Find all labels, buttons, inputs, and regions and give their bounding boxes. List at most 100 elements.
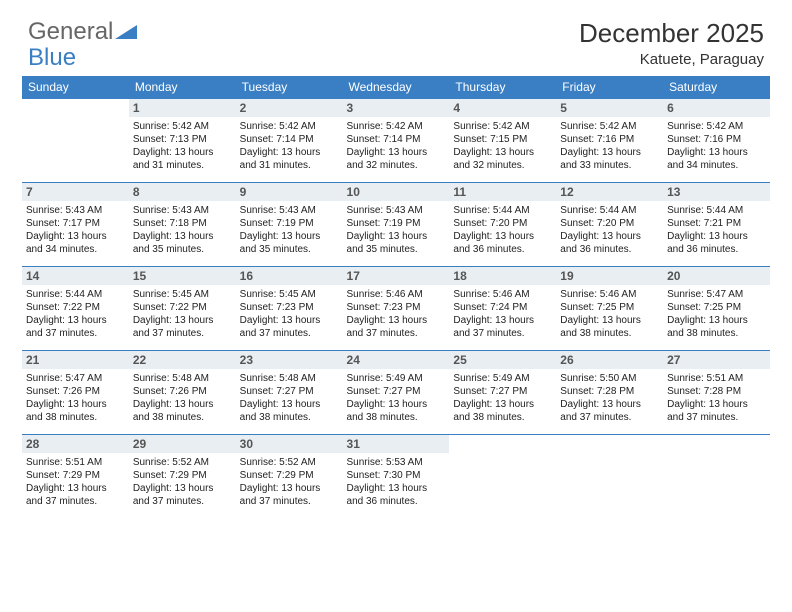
calendar-cell: 20Sunrise: 5:47 AMSunset: 7:25 PMDayligh… — [663, 267, 770, 351]
calendar-cell: 10Sunrise: 5:43 AMSunset: 7:19 PMDayligh… — [343, 183, 450, 267]
day-number: 12 — [556, 183, 663, 201]
calendar-cell: 27Sunrise: 5:51 AMSunset: 7:28 PMDayligh… — [663, 351, 770, 435]
day-detail-line: Daylight: 13 hours — [453, 398, 552, 411]
day-detail-line: Daylight: 13 hours — [133, 146, 232, 159]
calendar-cell: 29Sunrise: 5:52 AMSunset: 7:29 PMDayligh… — [129, 435, 236, 519]
day-detail-line: Sunset: 7:14 PM — [347, 133, 446, 146]
day-detail-line: Sunset: 7:27 PM — [347, 385, 446, 398]
day-number: 25 — [449, 351, 556, 369]
month-title: December 2025 — [579, 18, 764, 49]
day-number: 7 — [22, 183, 129, 201]
day-details: Sunrise: 5:51 AMSunset: 7:29 PMDaylight:… — [22, 453, 129, 512]
day-details: Sunrise: 5:52 AMSunset: 7:29 PMDaylight:… — [129, 453, 236, 512]
calendar-body: 1Sunrise: 5:42 AMSunset: 7:13 PMDaylight… — [22, 99, 770, 519]
day-detail-line: Sunrise: 5:50 AM — [560, 372, 659, 385]
day-detail-line: Sunset: 7:15 PM — [453, 133, 552, 146]
calendar-cell — [663, 435, 770, 519]
day-detail-line: and 35 minutes. — [347, 243, 446, 256]
day-detail-line: Daylight: 13 hours — [347, 398, 446, 411]
day-number: 19 — [556, 267, 663, 285]
day-details: Sunrise: 5:42 AMSunset: 7:16 PMDaylight:… — [663, 117, 770, 176]
day-details: Sunrise: 5:45 AMSunset: 7:22 PMDaylight:… — [129, 285, 236, 344]
day-detail-line: Daylight: 13 hours — [26, 230, 125, 243]
day-details: Sunrise: 5:47 AMSunset: 7:26 PMDaylight:… — [22, 369, 129, 428]
header: General December 2025 Katuete, Paraguay — [0, 0, 792, 76]
day-detail-line: Daylight: 13 hours — [240, 230, 339, 243]
day-detail-line: Daylight: 13 hours — [667, 230, 766, 243]
day-details: Sunrise: 5:45 AMSunset: 7:23 PMDaylight:… — [236, 285, 343, 344]
calendar-cell — [22, 99, 129, 183]
day-number: 22 — [129, 351, 236, 369]
day-detail-line: and 35 minutes. — [133, 243, 232, 256]
day-detail-line: Sunset: 7:25 PM — [667, 301, 766, 314]
logo-text-1: General — [28, 18, 113, 46]
day-number: 16 — [236, 267, 343, 285]
day-detail-line: Sunrise: 5:42 AM — [133, 120, 232, 133]
dayhdr-thu: Thursday — [449, 76, 556, 99]
day-detail-line: Daylight: 13 hours — [453, 146, 552, 159]
day-details: Sunrise: 5:43 AMSunset: 7:19 PMDaylight:… — [236, 201, 343, 260]
calendar-cell: 16Sunrise: 5:45 AMSunset: 7:23 PMDayligh… — [236, 267, 343, 351]
day-number — [556, 435, 663, 439]
day-detail-line: and 38 minutes. — [26, 411, 125, 424]
day-details: Sunrise: 5:44 AMSunset: 7:20 PMDaylight:… — [449, 201, 556, 260]
logo-triangle-icon — [115, 23, 137, 39]
day-detail-line: Sunset: 7:26 PM — [133, 385, 232, 398]
day-detail-line: Sunrise: 5:42 AM — [240, 120, 339, 133]
day-detail-line: and 33 minutes. — [560, 159, 659, 172]
day-detail-line: Sunset: 7:22 PM — [133, 301, 232, 314]
location: Katuete, Paraguay — [579, 51, 764, 68]
calendar-cell: 26Sunrise: 5:50 AMSunset: 7:28 PMDayligh… — [556, 351, 663, 435]
day-detail-line: Sunset: 7:30 PM — [347, 469, 446, 482]
day-detail-line: Daylight: 13 hours — [667, 146, 766, 159]
day-detail-line: and 37 minutes. — [560, 411, 659, 424]
day-number: 5 — [556, 99, 663, 117]
day-detail-line: Sunset: 7:19 PM — [347, 217, 446, 230]
day-detail-line: Sunset: 7:14 PM — [240, 133, 339, 146]
calendar-cell: 1Sunrise: 5:42 AMSunset: 7:13 PMDaylight… — [129, 99, 236, 183]
day-number: 20 — [663, 267, 770, 285]
day-detail-line: Sunset: 7:28 PM — [560, 385, 659, 398]
calendar-cell: 14Sunrise: 5:44 AMSunset: 7:22 PMDayligh… — [22, 267, 129, 351]
day-detail-line: and 34 minutes. — [667, 159, 766, 172]
day-details: Sunrise: 5:43 AMSunset: 7:19 PMDaylight:… — [343, 201, 450, 260]
day-details: Sunrise: 5:42 AMSunset: 7:14 PMDaylight:… — [343, 117, 450, 176]
dayhdr-fri: Friday — [556, 76, 663, 99]
day-details: Sunrise: 5:52 AMSunset: 7:29 PMDaylight:… — [236, 453, 343, 512]
day-number: 13 — [663, 183, 770, 201]
day-detail-line: Sunset: 7:13 PM — [133, 133, 232, 146]
day-detail-line: Sunset: 7:29 PM — [133, 469, 232, 482]
day-detail-line: and 36 minutes. — [667, 243, 766, 256]
day-detail-line: Daylight: 13 hours — [560, 146, 659, 159]
day-detail-line: Daylight: 13 hours — [240, 146, 339, 159]
day-detail-line: Sunset: 7:21 PM — [667, 217, 766, 230]
day-detail-line: Sunset: 7:23 PM — [347, 301, 446, 314]
day-detail-line: and 37 minutes. — [453, 327, 552, 340]
day-detail-line: Sunset: 7:18 PM — [133, 217, 232, 230]
day-detail-line: Sunset: 7:24 PM — [453, 301, 552, 314]
day-detail-line: Sunrise: 5:51 AM — [26, 456, 125, 469]
day-details: Sunrise: 5:43 AMSunset: 7:18 PMDaylight:… — [129, 201, 236, 260]
day-detail-line: Daylight: 13 hours — [240, 314, 339, 327]
day-detail-line: and 37 minutes. — [240, 495, 339, 508]
day-detail-line: Sunset: 7:26 PM — [26, 385, 125, 398]
day-details: Sunrise: 5:44 AMSunset: 7:20 PMDaylight:… — [556, 201, 663, 260]
calendar-cell: 8Sunrise: 5:43 AMSunset: 7:18 PMDaylight… — [129, 183, 236, 267]
day-detail-line: Daylight: 13 hours — [133, 230, 232, 243]
day-detail-line: Sunrise: 5:52 AM — [240, 456, 339, 469]
day-detail-line: Sunrise: 5:45 AM — [240, 288, 339, 301]
day-detail-line: Daylight: 13 hours — [560, 230, 659, 243]
day-detail-line: Sunset: 7:22 PM — [26, 301, 125, 314]
calendar-cell: 17Sunrise: 5:46 AMSunset: 7:23 PMDayligh… — [343, 267, 450, 351]
logo: General — [28, 18, 137, 46]
calendar-cell: 15Sunrise: 5:45 AMSunset: 7:22 PMDayligh… — [129, 267, 236, 351]
day-detail-line: Sunrise: 5:47 AM — [667, 288, 766, 301]
day-details: Sunrise: 5:42 AMSunset: 7:13 PMDaylight:… — [129, 117, 236, 176]
day-details: Sunrise: 5:44 AMSunset: 7:22 PMDaylight:… — [22, 285, 129, 344]
day-detail-line: Daylight: 13 hours — [347, 230, 446, 243]
day-detail-line: Daylight: 13 hours — [560, 398, 659, 411]
day-detail-line: Sunrise: 5:44 AM — [560, 204, 659, 217]
day-details: Sunrise: 5:46 AMSunset: 7:24 PMDaylight:… — [449, 285, 556, 344]
day-detail-line: Sunrise: 5:46 AM — [453, 288, 552, 301]
day-number: 2 — [236, 99, 343, 117]
